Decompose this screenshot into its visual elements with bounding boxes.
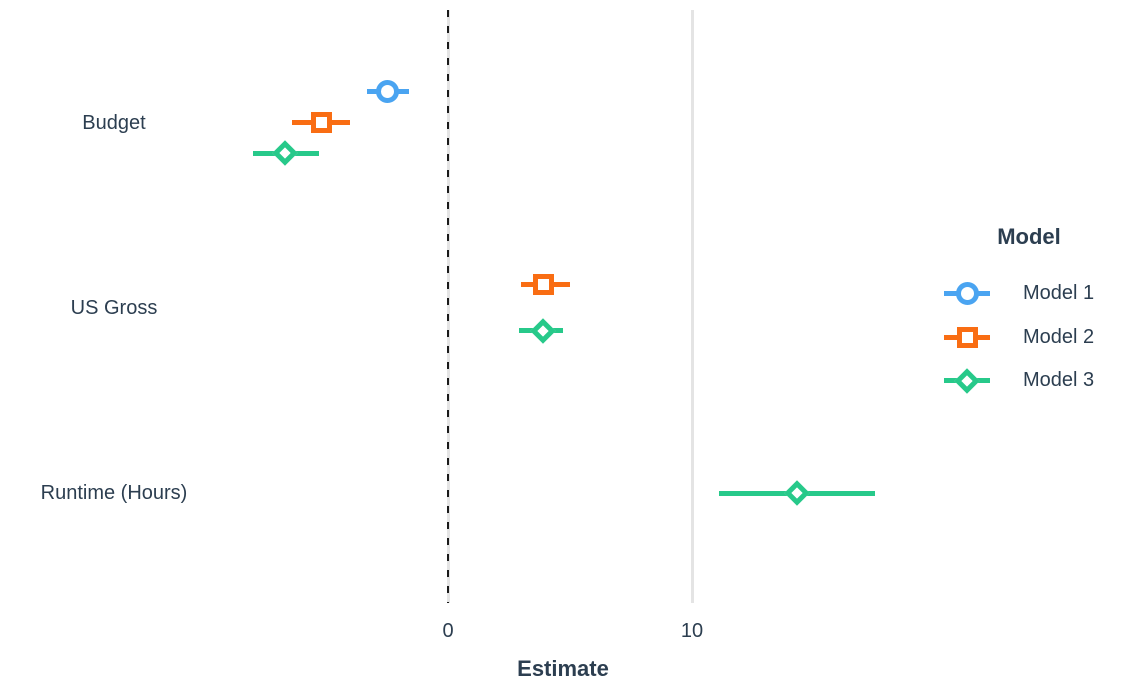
legend-key-circle-icon <box>944 279 990 309</box>
legend-key-diamond-icon <box>944 366 990 396</box>
y-axis-label-budget: Budget <box>82 111 146 134</box>
legend: Model Model 1 Model 2 Model 3 <box>944 224 1114 403</box>
legend-item-model-3: Model 3 <box>944 359 1114 403</box>
legend-label-model-2: Model 2 <box>1023 325 1095 348</box>
point-marker <box>310 112 332 133</box>
point-marker <box>375 80 399 104</box>
point-marker <box>530 317 556 344</box>
y-axis-label-runtime: Runtime (Hours) <box>40 482 188 504</box>
zero-reference-line <box>447 10 449 603</box>
legend-key-square-icon <box>944 322 990 352</box>
point-marker <box>532 274 554 295</box>
y-axis-label-us-gross: US Gross <box>70 296 158 319</box>
x-gridline <box>690 10 694 603</box>
x-axis-title: Estimate <box>517 656 609 681</box>
legend-item-model-1: Model 1 <box>944 272 1114 316</box>
x-tick-label: 0 <box>442 620 454 642</box>
point-marker <box>271 140 298 166</box>
legend-item-model-2: Model 2 <box>944 316 1114 360</box>
legend-title: Model <box>997 224 1061 249</box>
x-tick-label: 10 <box>680 620 704 642</box>
point-marker <box>784 480 810 506</box>
legend-label-model-1: Model 1 <box>1023 282 1095 305</box>
legend-label-model-3: Model 3 <box>1023 369 1095 392</box>
